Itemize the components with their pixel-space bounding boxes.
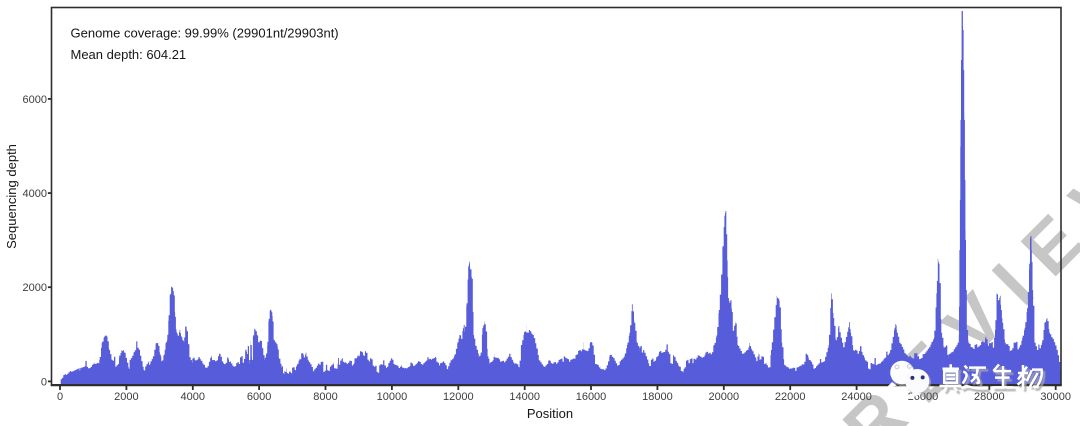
svg-text:0: 0 [41, 376, 47, 388]
svg-text:24000: 24000 [841, 391, 872, 403]
svg-text:22000: 22000 [775, 391, 806, 403]
svg-text:8000: 8000 [313, 391, 337, 403]
svg-text:Mean depth: 604.21: Mean depth: 604.21 [71, 47, 187, 62]
svg-text:6000: 6000 [23, 94, 47, 106]
svg-text:28000: 28000 [974, 391, 1005, 403]
svg-text:Sequencing depth: Sequencing depth [4, 144, 19, 249]
svg-text:Position: Position [527, 406, 573, 421]
svg-text:30000: 30000 [1040, 391, 1071, 403]
svg-text:Genome coverage: 99.99% (29901: Genome coverage: 99.99% (29901nt/29903nt… [71, 26, 339, 41]
svg-text:12000: 12000 [443, 391, 474, 403]
svg-text:4000: 4000 [181, 391, 205, 403]
svg-text:2000: 2000 [114, 391, 138, 403]
svg-text:18000: 18000 [642, 391, 673, 403]
svg-text:20000: 20000 [709, 391, 740, 403]
svg-text:0: 0 [57, 391, 63, 403]
svg-text:6000: 6000 [247, 391, 271, 403]
svg-text:2000: 2000 [23, 282, 47, 294]
svg-text:4000: 4000 [23, 188, 47, 200]
svg-text:16000: 16000 [576, 391, 607, 403]
svg-text:10000: 10000 [377, 391, 408, 403]
svg-text:14000: 14000 [509, 391, 540, 403]
